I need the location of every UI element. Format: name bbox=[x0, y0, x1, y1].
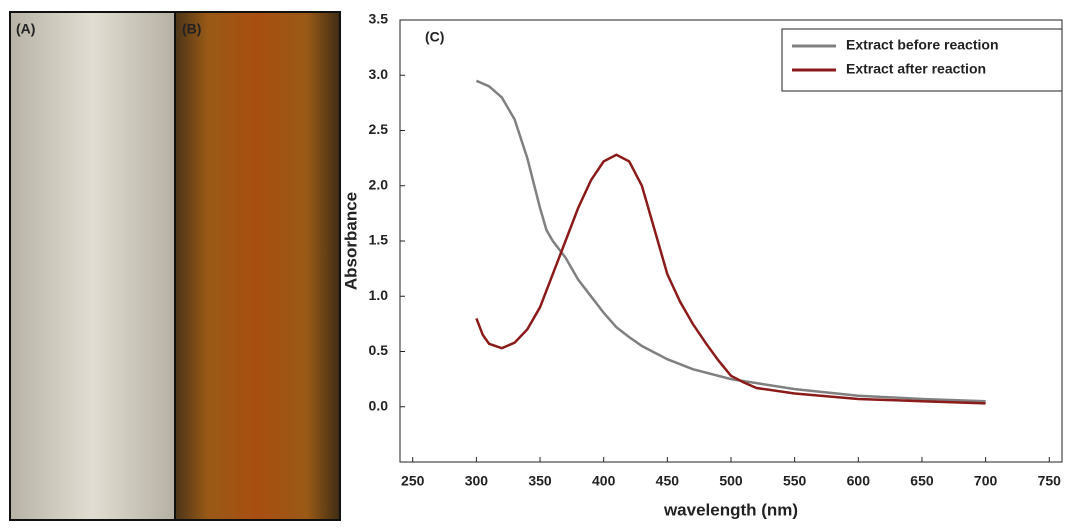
x-axis-title: wavelength (nm) bbox=[663, 500, 798, 519]
y-tick-label: 1.0 bbox=[369, 287, 389, 303]
x-tick-label: 750 bbox=[1038, 473, 1062, 489]
x-tick-label: 300 bbox=[465, 473, 489, 489]
x-tick-label: 400 bbox=[592, 473, 616, 489]
y-tick-label: 3.5 bbox=[369, 11, 389, 27]
x-tick-label: 250 bbox=[401, 473, 425, 489]
y-tick-label: 0.5 bbox=[369, 342, 389, 358]
legend-box bbox=[781, 28, 1063, 92]
x-tick-label: 600 bbox=[847, 473, 871, 489]
line-series bbox=[475, 153, 986, 405]
photo-a bbox=[9, 11, 176, 521]
x-tick-label: 350 bbox=[528, 473, 552, 489]
y-tick-label: 1.5 bbox=[369, 232, 389, 248]
y-tick-label: 0.0 bbox=[369, 397, 389, 413]
x-tick-label: 550 bbox=[783, 473, 807, 489]
photo-label: (A) bbox=[16, 21, 35, 37]
legend-label: Extract after reaction bbox=[846, 61, 986, 77]
x-tick-label: 650 bbox=[910, 473, 934, 489]
photo-label: (B) bbox=[182, 21, 201, 37]
x-tick-label: 500 bbox=[719, 473, 743, 489]
legend-label: Extract before reaction bbox=[846, 37, 999, 53]
photo-b bbox=[174, 11, 341, 521]
y-axis-title: Absorbance bbox=[341, 192, 360, 290]
y-tick-label: 2.0 bbox=[369, 176, 389, 192]
x-tick-label: 450 bbox=[656, 473, 680, 489]
y-tick-label: 2.5 bbox=[369, 121, 389, 137]
x-tick-label: 700 bbox=[974, 473, 998, 489]
line-series bbox=[475, 79, 986, 403]
y-tick-label: 3.0 bbox=[369, 66, 389, 82]
panel-label: (C) bbox=[425, 29, 444, 45]
